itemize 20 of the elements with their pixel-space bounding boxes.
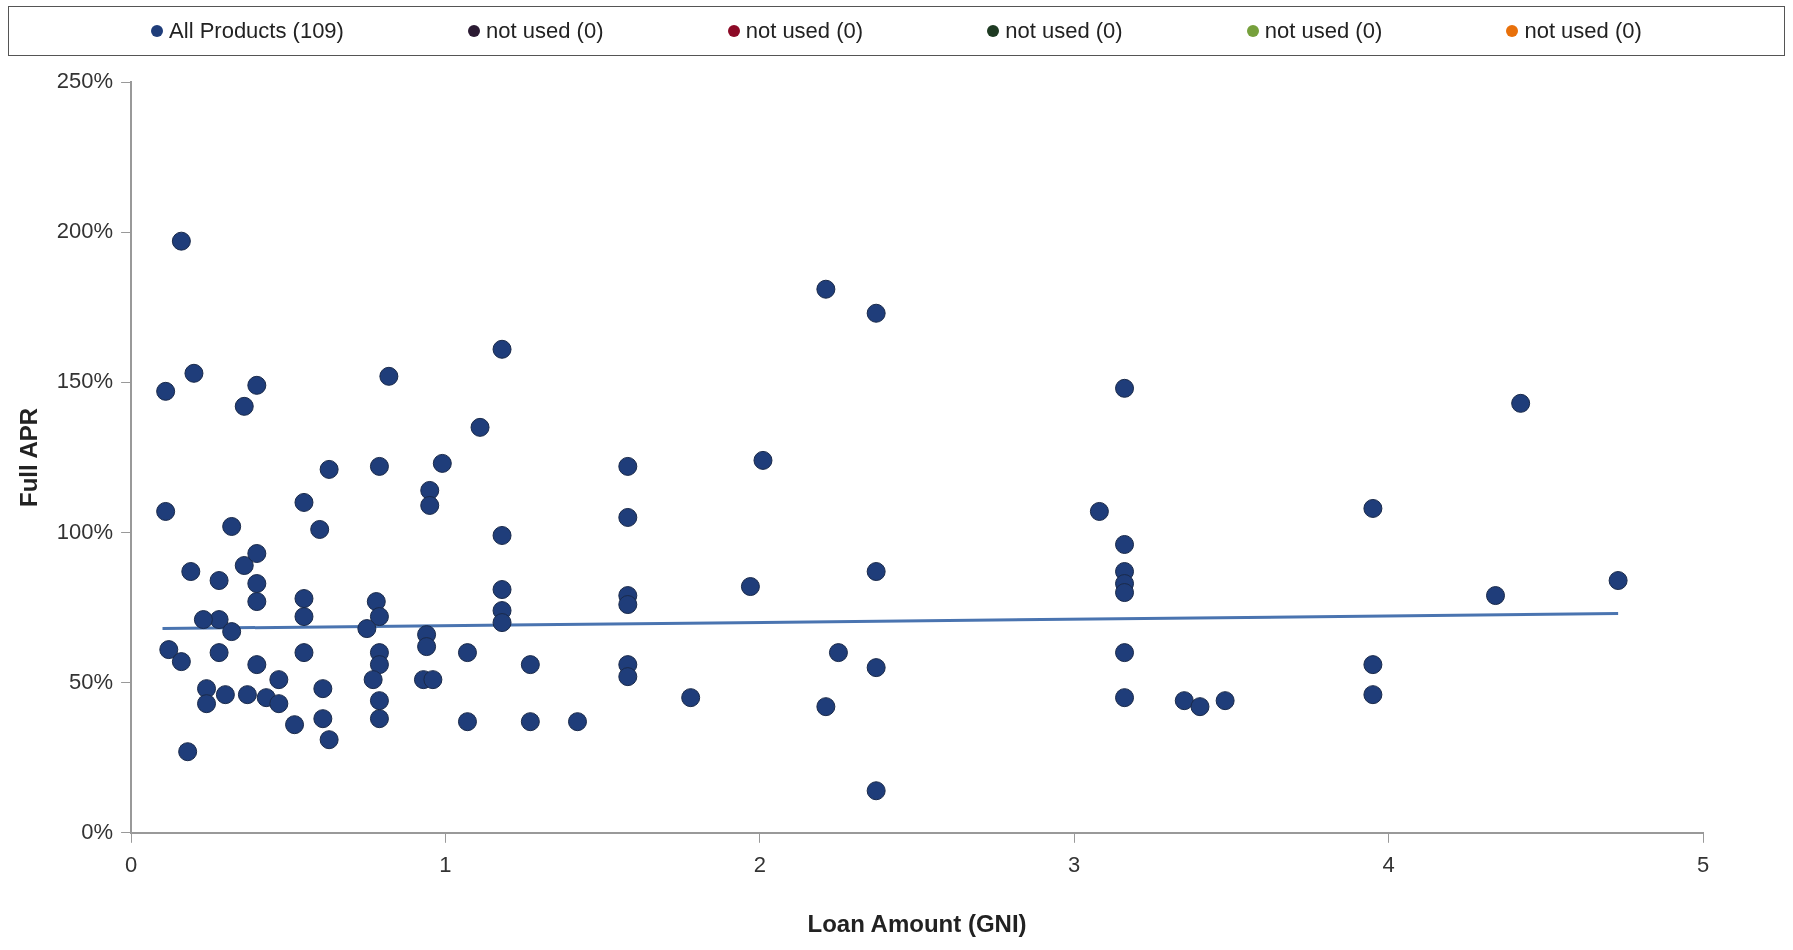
y-tick-label: 50%: [69, 668, 114, 694]
legend-label: not used (0): [1524, 18, 1642, 44]
x-tick-label: 2: [753, 852, 766, 878]
legend-label: not used (0): [1005, 18, 1123, 44]
y-tick-label: 250%: [56, 68, 114, 94]
y-axis-title: Full APR: [15, 407, 43, 507]
legend-label: not used (0): [745, 18, 864, 44]
legend-label: not used (0): [486, 18, 604, 44]
legend-label: All Products (109): [169, 18, 344, 44]
legend-label: not used (0): [1264, 18, 1383, 44]
x-tick-label: 1: [439, 852, 452, 878]
x-axis-title: Loan Amount (GNI): [807, 910, 1027, 938]
x-tick-label: 3: [1068, 852, 1081, 878]
y-tick-label: 150%: [56, 368, 114, 394]
x-tick-label: 5: [1696, 852, 1710, 878]
y-tick-label: 200%: [56, 218, 114, 244]
x-tick-label: 4: [1382, 852, 1395, 878]
y-tick-label: 0%: [81, 818, 114, 844]
x-tick-label: 0: [124, 852, 138, 878]
y-tick-label: 100%: [56, 518, 114, 544]
